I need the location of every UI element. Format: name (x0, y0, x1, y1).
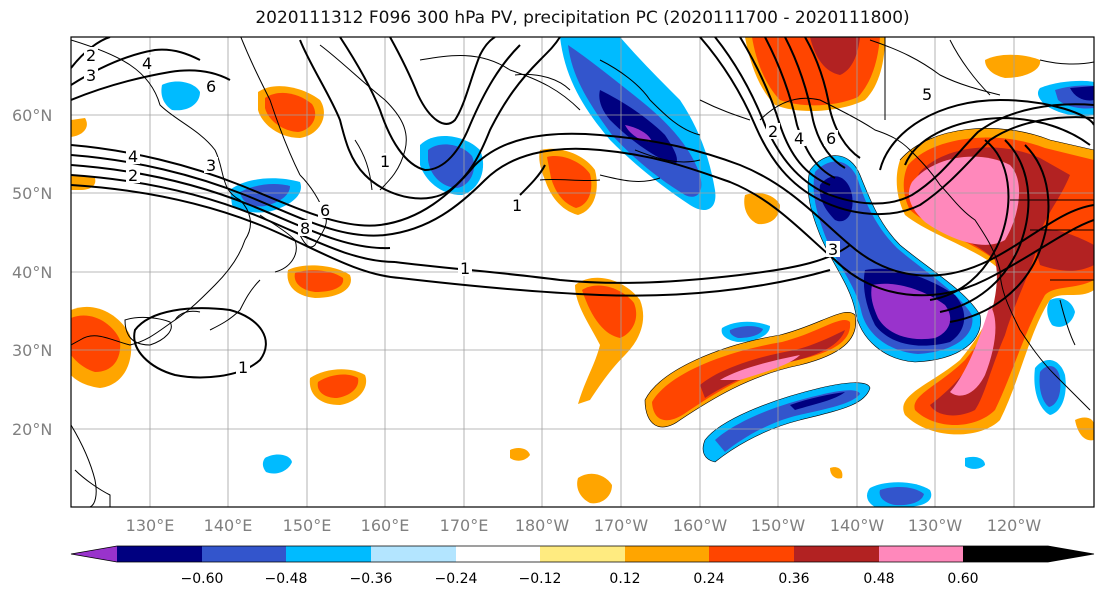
lon-label: 130°E (126, 516, 175, 535)
lon-label: 120°W (987, 516, 1042, 535)
colorbar-segment (709, 546, 794, 562)
colorbar-tick-label: 0.60 (947, 571, 978, 587)
precip-shading (71, 37, 1094, 507)
contour-label: 4 (794, 129, 804, 148)
colorbar-segment (879, 546, 963, 562)
colorbar-segment (625, 546, 709, 562)
lon-label: 160°E (361, 516, 410, 535)
precip-negative-pacific-band (703, 382, 870, 462)
colorbar-extend-max (963, 546, 1094, 562)
lon-label: 150°E (283, 516, 332, 535)
contour-label: 3 (86, 66, 96, 85)
coastlines (71, 37, 1094, 507)
contour-label: 2 (86, 46, 96, 65)
colorbar-tick-label: −0.24 (435, 571, 478, 587)
lon-label: 130°W (908, 516, 963, 535)
colorbar-extend-min (71, 546, 117, 562)
contour-label: 1 (512, 196, 522, 215)
contour-label: 8 (300, 219, 310, 238)
contour-label: 4 (142, 54, 152, 73)
lon-label: 170°E (440, 516, 489, 535)
contour-label: 4 (128, 147, 138, 166)
gridlines (71, 37, 1094, 507)
contour-label: 6 (206, 77, 216, 96)
lat-label: 20°N (12, 420, 52, 439)
lon-label: 150°W (751, 516, 806, 535)
contour-label: 5 (922, 85, 932, 104)
colorbar-segment (117, 546, 202, 562)
colorbar-segment (794, 546, 879, 562)
colorbar-tick-label: −0.36 (350, 571, 393, 587)
colorbar: −0.60 −0.48 −0.36 −0.24 −0.12 0.12 0.24 … (70, 545, 1095, 587)
map-layers: 2 3 4 6 4 2 3 6 8 1 1 1 2 4 (71, 37, 1094, 507)
contour-label: 6 (826, 129, 836, 148)
colorbar-ticks: −0.60 −0.48 −0.36 −0.24 −0.12 0.12 0.24 … (181, 571, 979, 587)
lon-label: 140°E (204, 516, 253, 535)
colorbar-tick-label: 0.36 (778, 571, 809, 587)
colorbar-tick-label: 0.12 (609, 571, 640, 587)
colorbar-tick-label: −0.48 (265, 571, 308, 587)
contour-label: 6 (320, 201, 330, 220)
contour-label: 1 (380, 152, 390, 171)
lon-label: 170°W (594, 516, 649, 535)
contour-label: 3 (206, 156, 216, 175)
plot-title: 2020111312 F096 300 hPa PV, precipitatio… (255, 8, 910, 28)
contour-label: 2 (768, 122, 778, 141)
contour-label: 1 (238, 358, 248, 377)
colorbar-segment (371, 546, 456, 562)
colorbar-tick-label: 0.48 (863, 571, 894, 587)
contour-label: 2 (128, 166, 138, 185)
lat-label: 30°N (12, 341, 52, 360)
lat-label: 40°N (12, 263, 52, 282)
lat-axis-labels: 60°N 50°N 40°N 30°N 20°N (12, 106, 52, 439)
colorbar-tick-label: −0.60 (181, 571, 224, 587)
colorbar-segment (202, 546, 286, 562)
contour-label: 1 (460, 259, 470, 278)
precip-positive-alaska-top (745, 37, 885, 112)
lon-label: 140°W (830, 516, 885, 535)
colorbar-segment (286, 546, 371, 562)
lat-label: 50°N (12, 184, 52, 203)
lon-label: 160°W (673, 516, 728, 535)
colorbar-tick-label: −0.12 (519, 571, 562, 587)
pv-contour-labels: 2 3 4 6 4 2 3 6 8 1 1 1 2 4 (84, 46, 934, 377)
plot-frame (70, 36, 1095, 508)
colorbar-segment (456, 546, 540, 562)
lon-axis-labels: 130°E 140°E 150°E 160°E 170°E 180°W 170°… (126, 516, 1042, 535)
precip-positive-northamerica (896, 128, 1094, 435)
lat-label: 60°N (12, 106, 52, 125)
precip-negative-bering (560, 37, 716, 210)
precip-positive-pacific-band (645, 312, 856, 428)
lon-label: 180°W (515, 516, 570, 535)
precip-positive-small (71, 54, 1094, 504)
colorbar-tick-label: 0.24 (693, 571, 724, 587)
contour-label: 3 (828, 240, 838, 259)
colorbar-segment (540, 546, 625, 562)
